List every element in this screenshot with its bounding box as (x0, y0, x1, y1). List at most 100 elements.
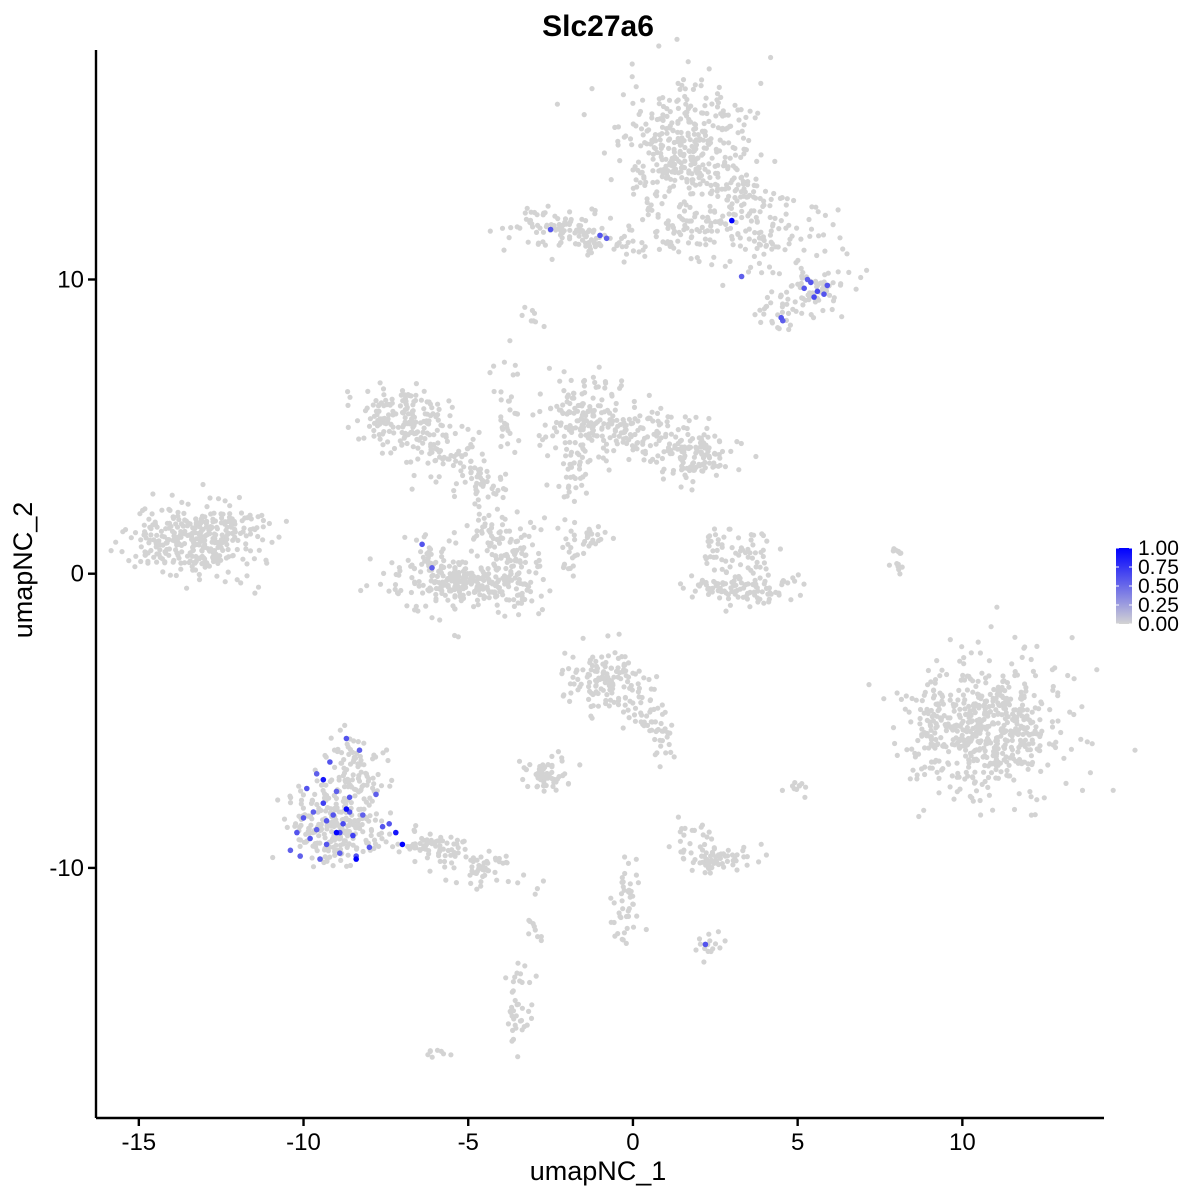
cell-point (456, 561, 462, 567)
cell-point (734, 439, 740, 445)
cell-point (699, 110, 705, 116)
expressing-cell-point (386, 821, 393, 827)
cell-point (785, 296, 791, 302)
cell-point (503, 471, 509, 477)
cell-point (529, 1002, 535, 1008)
cell-point (917, 706, 924, 713)
cell-point (1013, 758, 1019, 764)
cell-point (553, 419, 560, 426)
cell-point (413, 381, 419, 387)
cell-point (678, 232, 684, 238)
cell-point (784, 196, 790, 202)
cell-point (617, 670, 623, 676)
cell-point (769, 318, 775, 324)
cell-point (653, 229, 659, 235)
cell-point (677, 86, 683, 92)
cell-point (433, 585, 439, 592)
cell-point (492, 553, 498, 559)
cell-point (516, 758, 523, 764)
cell-point (460, 839, 466, 845)
cell-point (685, 59, 691, 65)
cell-point (366, 423, 373, 429)
cell-point (604, 448, 610, 454)
cell-point (454, 841, 460, 847)
cell-point (761, 560, 768, 566)
expressing-cell-point (356, 747, 363, 753)
cell-point (697, 941, 704, 947)
cell-point (606, 703, 612, 709)
cell-point (709, 262, 715, 268)
cell-point (203, 524, 209, 530)
expressing-cell-point (824, 282, 831, 289)
cell-point (374, 423, 381, 429)
cell-point (932, 677, 939, 683)
cell-point (535, 222, 541, 228)
cell-point (610, 413, 616, 419)
cell-point (252, 590, 258, 596)
cell-point (690, 86, 697, 92)
cell-point (519, 1027, 525, 1033)
cell-point (452, 606, 458, 612)
cell-point (530, 921, 536, 927)
cell-point (714, 97, 720, 103)
expressing-cell-point (297, 853, 304, 859)
cell-point (1031, 692, 1037, 699)
cell-point (503, 565, 509, 572)
cell-point (754, 245, 760, 251)
cell-point (777, 294, 784, 300)
cell-point (510, 372, 516, 378)
cell-point (506, 235, 512, 241)
cell-point (853, 286, 859, 292)
expressing-cell-point (287, 847, 294, 854)
cell-point (371, 427, 377, 434)
cell-point (435, 401, 441, 407)
cell-point (386, 428, 392, 434)
cell-point (211, 553, 217, 559)
cell-point (120, 529, 126, 535)
cell-point (540, 576, 546, 583)
cell-point (436, 474, 442, 480)
cell-point (543, 434, 549, 440)
cell-point (658, 405, 664, 411)
cell-point (758, 549, 764, 555)
cell-point (987, 760, 994, 766)
cell-point (328, 806, 334, 812)
cell-point (397, 403, 403, 409)
cell-point (588, 237, 595, 243)
cell-point (591, 407, 597, 414)
cell-point (1025, 766, 1031, 772)
cell-point (1006, 702, 1013, 708)
cell-point (526, 917, 532, 924)
cell-point (730, 242, 736, 248)
cell-point (494, 506, 500, 512)
cell-point (557, 422, 564, 428)
cell-point (666, 162, 673, 168)
cell-point (504, 559, 510, 566)
cell-point (682, 158, 688, 164)
cell-point (740, 848, 746, 854)
cell-point (688, 256, 694, 262)
cell-point (967, 708, 973, 714)
cell-point (724, 182, 730, 188)
cell-point (631, 191, 637, 197)
cell-point (314, 801, 320, 808)
cell-point (338, 750, 345, 756)
cell-point (713, 472, 720, 478)
cell-point (751, 238, 758, 244)
cell-point (691, 827, 698, 834)
expressing-cell-point (597, 232, 603, 239)
cell-point (666, 145, 672, 151)
cell-point (562, 440, 568, 446)
cell-point (622, 702, 628, 708)
cell-point (750, 570, 756, 576)
cell-point (636, 694, 642, 700)
cell-point (480, 482, 486, 488)
cell-point (372, 817, 378, 823)
cell-point (814, 252, 820, 259)
cell-point (421, 388, 427, 394)
cell-point (641, 435, 648, 441)
cell-point (462, 846, 468, 852)
cell-point (632, 705, 639, 711)
cell-point (570, 573, 576, 579)
cell-point (498, 389, 504, 395)
